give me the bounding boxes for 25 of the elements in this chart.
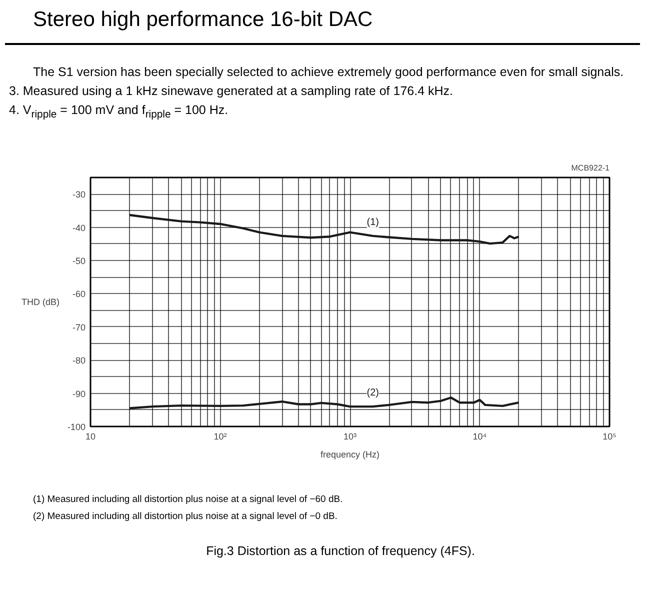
x-tick-label: 10³	[343, 432, 357, 442]
caption: Fig.3 Distortion as a function of frequency (4FS).	[205, 543, 476, 560]
text: 3. Measured using a 1 kHz sinewave generated at a sampling rate of 176.4 kHz.	[9, 83, 454, 100]
y-tick-label: -30	[72, 190, 86, 200]
y-axis-title: THD (dB)	[21, 297, 60, 307]
text: 4. V$_{ripple}$ = 100 mV and f$_{ripple}$ = 100 Hz.	[9, 102, 230, 122]
y-tick-label: -40	[72, 222, 86, 233]
y-tick-label: -80	[72, 356, 86, 366]
x-tick-label: 10⁵	[602, 432, 617, 442]
x-tick-label: 10⁴	[472, 432, 487, 442]
x-tick-label: 10	[85, 432, 96, 442]
y-tick-label: -90	[72, 388, 86, 399]
text: (1) Measured including all distortion plus noise at a signal level of −60 dB.	[33, 493, 344, 507]
series-label: (1)	[366, 216, 379, 228]
y-tick-label: -100	[67, 422, 86, 432]
text: The S1 version has been specially selected to achieve extremely good performance even for small signals.	[32, 64, 624, 81]
text: MCB922-1	[571, 164, 610, 172]
series-label: (2)	[366, 388, 379, 399]
chart-title: Stereo high performance 16-bit DAC	[5, 5, 640, 45]
x-tick-label: 10²	[214, 432, 227, 442]
y-tick-label: -50	[72, 256, 86, 266]
y-tick-label: -60	[72, 289, 86, 300]
x-axis-title: frequency (Hz)	[320, 450, 380, 460]
y-tick-label: -70	[72, 322, 86, 332]
text: (2) Measured including all distortion plus noise at a signal level of −0 dB.	[33, 510, 338, 524]
